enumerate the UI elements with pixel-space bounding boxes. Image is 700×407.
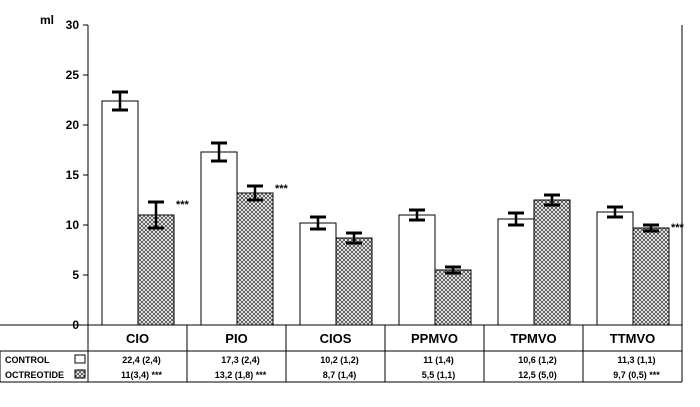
table-cell-octreotide: 12,5 (5,0) <box>518 370 557 380</box>
bar-octreotide-cio <box>137 214 175 326</box>
table-cell-octreotide: 13,2 (1,8) *** <box>215 370 267 380</box>
table-cell-control: 10,6 (1,2) <box>518 355 557 365</box>
category-labels: CIO PIO CIOS PPMVO TPMVO TTMVO <box>126 331 655 346</box>
bar-control-ttmvo <box>596 211 634 326</box>
table-cell-control: 10,2 (1,2) <box>320 355 359 365</box>
table-cell-control: 17,3 (2,4) <box>221 355 260 365</box>
category-label: PIO <box>225 331 247 346</box>
y-axis-unit-label: ml <box>40 13 54 27</box>
y-tick-label: 10 <box>66 218 80 232</box>
category-label: CIOS <box>320 331 352 346</box>
bar-octreotide-cios <box>335 237 373 326</box>
table-cell-control: 22,4 (2,4) <box>122 355 161 365</box>
y-tick-label: 15 <box>66 168 80 182</box>
bar-control-cios <box>299 222 337 326</box>
bar-octreotide-pio <box>236 192 274 326</box>
table-cell-octreotide: 8,7 (1,4) <box>323 370 357 380</box>
y-tick-label: 30 <box>66 18 80 32</box>
bar-octreotide-ppmvo <box>434 269 472 326</box>
bar-octreotide-tpmvo <box>533 199 571 326</box>
category-label: CIO <box>126 331 149 346</box>
y-tick-label: 5 <box>72 268 79 282</box>
category-label: TTMVO <box>610 331 656 346</box>
error-bars-group <box>112 90 659 275</box>
significance-marker: *** <box>275 183 289 195</box>
table-cell-control: 11,3 (1,1) <box>617 355 655 365</box>
row-label-octreotide: OCTREOTIDE <box>5 370 64 380</box>
y-tick-label: 25 <box>66 68 80 82</box>
category-label: TPMVO <box>510 331 556 346</box>
bar-octreotide-ttmvo <box>632 227 670 326</box>
bar-control-cio <box>101 100 139 326</box>
y-tick-label: 20 <box>66 118 80 132</box>
table-cell-control: 11 (1,4) <box>423 355 454 365</box>
bar-control-pio <box>200 151 238 326</box>
row-label-control: CONTROL <box>5 355 50 365</box>
significance-marker: *** <box>176 199 190 211</box>
significance-markers: *** *** *** <box>176 183 685 234</box>
table-cell-octreotide: 11(3,4) *** <box>121 370 163 380</box>
legend-swatch-control <box>74 354 86 364</box>
table-cell-octreotide: 9,7 (0,5) *** <box>613 370 660 380</box>
bar-control-ppmvo <box>398 214 436 326</box>
significance-marker: *** <box>671 222 685 234</box>
category-label: PPMVO <box>411 331 458 346</box>
legend-swatch-octreotide <box>74 369 86 379</box>
table-cell-octreotide: 5,5 (1,1) <box>422 370 456 380</box>
bar-control-tpmvo <box>497 218 535 326</box>
bars-group <box>101 100 670 326</box>
data-table: 22,4 (2,4) 11(3,4) *** 17,3 (2,4) 13,2 (1,8… <box>5 354 660 380</box>
